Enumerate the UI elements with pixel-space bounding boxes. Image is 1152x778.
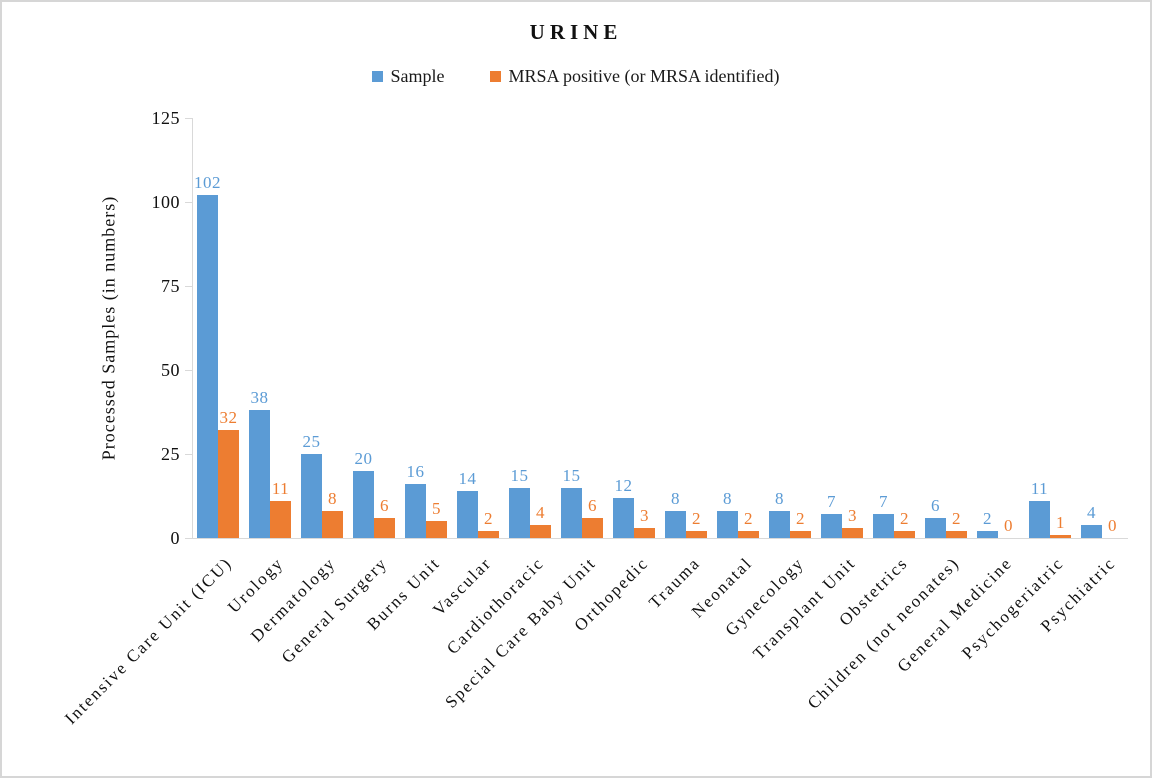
bar-value-label: 4	[1087, 503, 1096, 522]
sample-bar	[1081, 525, 1102, 538]
bar-value-label: 15	[510, 466, 529, 485]
y-tick-mark	[185, 286, 192, 287]
y-tick-label: 100	[151, 192, 180, 212]
mrsa-legend-swatch-icon	[490, 71, 502, 82]
mrsa-bar	[1050, 535, 1071, 538]
sample-bar	[197, 195, 218, 538]
bar-value-label: 102	[194, 173, 221, 192]
bar-value-label: 38	[250, 388, 269, 407]
bar-value-label: 6	[588, 496, 597, 515]
bar-value-label: 32	[219, 408, 238, 427]
sample-bar	[509, 488, 530, 538]
bar-value-label: 2	[484, 509, 493, 528]
sample-bar	[665, 511, 686, 538]
mrsa-bar	[582, 518, 603, 538]
mrsa-bar	[322, 511, 343, 538]
x-axis-label: Intensive Care Unit (ICU)	[61, 553, 236, 728]
bar-value-label: 4	[536, 503, 545, 522]
bar-value-label: 2	[983, 509, 992, 528]
y-axis-title: Processed Samples (in numbers)	[98, 195, 119, 461]
bar-value-label: 3	[640, 506, 649, 525]
mrsa-bar	[686, 531, 707, 538]
bar-value-label: 6	[380, 496, 389, 515]
bar-value-label: 0	[1004, 516, 1013, 535]
mrsa-bar	[738, 531, 759, 538]
bar-value-label: 15	[562, 466, 581, 485]
mrsa-bar	[842, 528, 863, 538]
legend-item-mrsa: MRSA positive (or MRSA identified)	[490, 66, 780, 87]
bar-value-label: 12	[614, 476, 633, 495]
sample-bar	[717, 511, 738, 538]
bar-value-label: 7	[879, 492, 888, 511]
mrsa-bar	[530, 525, 551, 538]
bar-value-label: 8	[723, 489, 732, 508]
sample-bar	[301, 454, 322, 538]
sample-bar	[457, 491, 478, 538]
mrsa-bar	[634, 528, 655, 538]
sample-bar	[405, 484, 426, 538]
legend-label-sample: Sample	[390, 66, 445, 86]
bar-value-label: 11	[1030, 479, 1049, 498]
sample-bar	[353, 471, 374, 538]
sample-bar	[873, 514, 894, 538]
mrsa-bar	[478, 531, 499, 538]
chart-title: URINE	[529, 20, 623, 44]
x-axis-line	[192, 538, 1128, 539]
bar-value-label: 2	[952, 509, 961, 528]
bar-value-label: 2	[900, 509, 909, 528]
y-tick-mark	[185, 118, 192, 119]
sample-bar	[249, 410, 270, 538]
sample-bar	[925, 518, 946, 538]
legend-label-mrsa: MRSA positive (or MRSA identified)	[508, 66, 780, 86]
sample-bar	[977, 531, 998, 538]
y-tick-mark	[185, 202, 192, 203]
legend: Sample MRSA positive (or MRSA identified…	[2, 66, 1150, 87]
bar-value-label: 25	[302, 432, 321, 451]
bar-value-label: 16	[406, 462, 425, 481]
sample-bar	[613, 498, 634, 538]
bar-value-label: 0	[1108, 516, 1117, 535]
y-tick-label: 0	[170, 528, 180, 548]
bar-value-label: 5	[432, 499, 441, 518]
bar-value-label: 1	[1056, 513, 1065, 532]
y-tick-mark	[185, 538, 192, 539]
mrsa-bar	[270, 501, 291, 538]
mrsa-bar	[426, 521, 447, 538]
y-tick-mark	[185, 454, 192, 455]
sample-bar	[769, 511, 790, 538]
y-tick-label: 25	[161, 444, 180, 464]
bar-value-label: 2	[796, 509, 805, 528]
mrsa-bar	[894, 531, 915, 538]
bar-value-label: 3	[848, 506, 857, 525]
legend-item-sample: Sample	[372, 66, 444, 87]
sample-bar	[1029, 501, 1050, 538]
bar-value-label: 14	[458, 469, 477, 488]
y-tick-label: 125	[151, 108, 180, 128]
bar-value-label: 2	[692, 509, 701, 528]
sample-bar	[821, 514, 842, 538]
x-axis-label: Cardiothoracic	[443, 553, 548, 658]
mrsa-bar	[374, 518, 395, 538]
mrsa-bar	[946, 531, 967, 538]
sample-legend-swatch-icon	[372, 71, 384, 82]
bar-value-label: 7	[827, 492, 836, 511]
bar-value-label: 8	[328, 489, 337, 508]
bar-value-label: 6	[931, 496, 940, 515]
y-tick-label: 75	[161, 276, 180, 296]
y-axis-line	[192, 118, 193, 538]
mrsa-bar	[218, 430, 239, 538]
y-tick-mark	[185, 370, 192, 371]
sample-bar	[561, 488, 582, 538]
bar-value-label: 8	[671, 489, 680, 508]
mrsa-bar	[790, 531, 811, 538]
bar-value-label: 2	[744, 509, 753, 528]
bar-value-label: 20	[354, 449, 373, 468]
bar-value-label: 11	[271, 479, 290, 498]
bar-value-label: 8	[775, 489, 784, 508]
y-tick-label: 50	[161, 360, 180, 380]
